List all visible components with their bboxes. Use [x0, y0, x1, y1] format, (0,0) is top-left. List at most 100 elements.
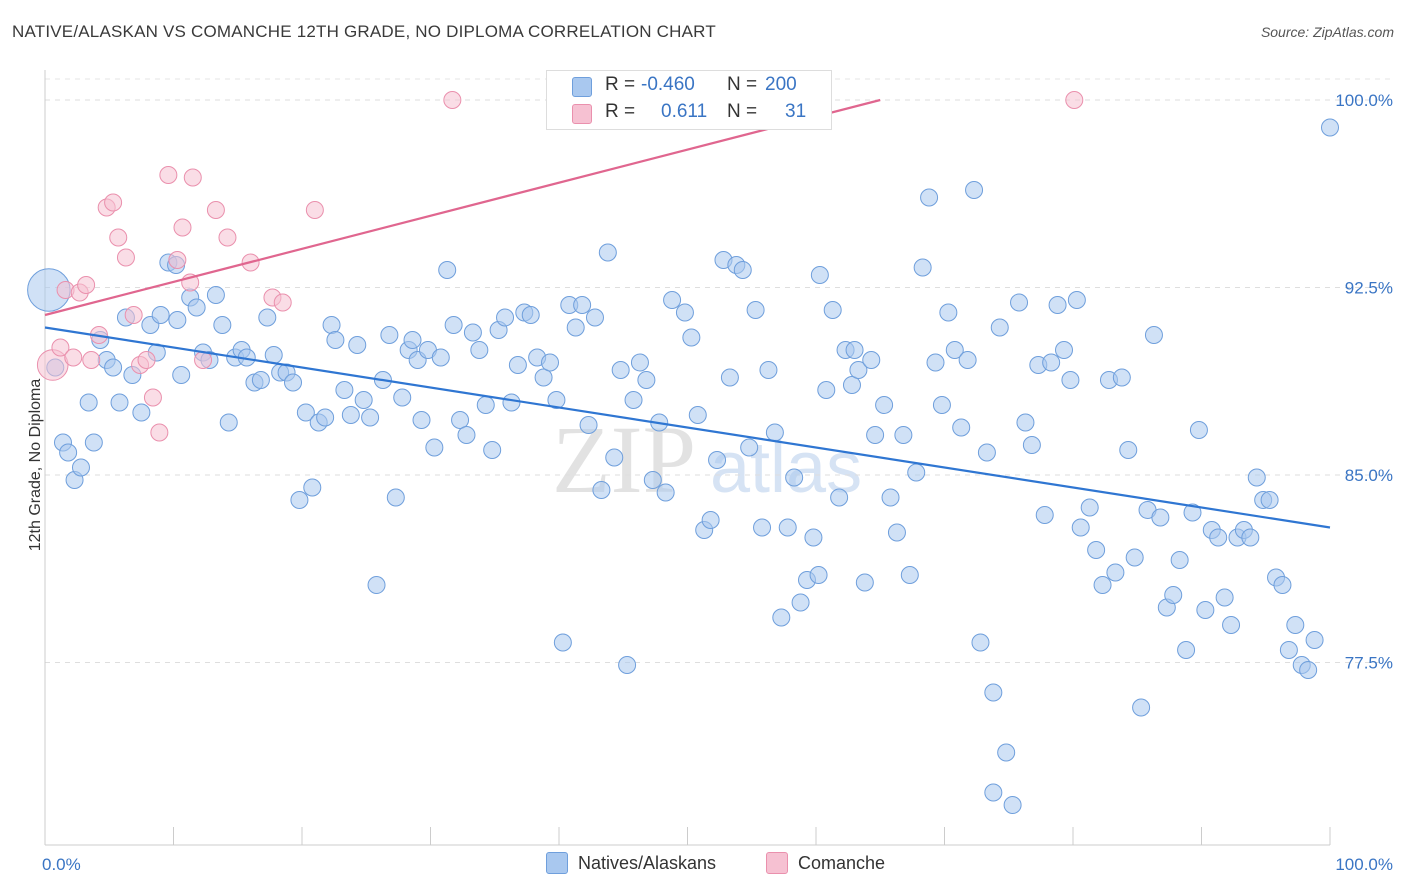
native-point	[132, 403, 151, 422]
native-point	[380, 326, 399, 344]
native-point	[1071, 518, 1090, 537]
native-point	[431, 348, 450, 367]
comanche-point	[1065, 91, 1084, 109]
native-point	[913, 258, 932, 277]
comanche-point	[104, 193, 123, 212]
native-point	[172, 366, 191, 384]
native-point	[1151, 508, 1170, 527]
native-point	[1170, 551, 1189, 569]
native-point	[887, 523, 906, 542]
native-point	[849, 361, 868, 379]
native-point	[952, 418, 971, 437]
native-point	[778, 518, 797, 537]
native-point	[945, 341, 964, 359]
native-point	[1215, 588, 1234, 607]
native-point	[688, 406, 707, 424]
native-point	[213, 316, 232, 334]
comanche-point	[168, 251, 187, 269]
native-point	[965, 181, 984, 199]
native-point	[1125, 548, 1144, 567]
native-point	[1286, 616, 1305, 634]
legend-r-value-comanche: 0.611	[661, 101, 708, 122]
native-point	[637, 371, 656, 389]
comanche-trend-line	[44, 98, 881, 317]
native-point	[701, 511, 720, 529]
chart-title: NATIVE/ALASKAN VS COMANCHE 12TH GRADE, N…	[12, 22, 716, 41]
legend-n-value-comanche: 31	[785, 101, 807, 122]
comanche-point	[173, 218, 192, 237]
native-point	[708, 451, 727, 469]
source-credit: Source: ZipAtlas.com	[1260, 24, 1394, 40]
native-point	[354, 391, 373, 409]
native-point	[508, 356, 527, 374]
bottom-legend-comanche: Comanche	[766, 852, 885, 874]
native-point	[521, 306, 540, 324]
comanche-point	[109, 228, 128, 247]
native-point	[1132, 698, 1151, 717]
native-point	[1067, 291, 1086, 309]
native-point	[1247, 468, 1266, 487]
native-point	[1119, 441, 1138, 459]
bottom-legend-natives: Natives/Alaskans	[546, 852, 716, 874]
native-point	[663, 291, 682, 309]
native-point	[842, 376, 861, 394]
native-point	[219, 413, 238, 432]
native-point	[920, 188, 939, 207]
native-point	[1299, 661, 1318, 679]
native-point	[810, 266, 829, 284]
comanche-point	[116, 248, 135, 267]
native-point	[1080, 498, 1099, 517]
native-point	[791, 593, 810, 612]
native-point	[1260, 491, 1279, 509]
native-point	[326, 331, 345, 349]
native-point	[258, 308, 277, 327]
x-tick-label: 0.0%	[42, 855, 81, 874]
native-point	[553, 633, 572, 652]
native-point	[1305, 631, 1324, 649]
native-point	[303, 478, 322, 497]
native-point	[1055, 341, 1074, 359]
native-point	[168, 311, 187, 329]
native-point	[1093, 576, 1112, 594]
native-point	[971, 633, 990, 652]
native-point	[977, 443, 996, 462]
native-point	[1273, 576, 1292, 594]
native-point	[598, 243, 617, 262]
axes	[44, 70, 1331, 846]
native-point	[1087, 541, 1106, 559]
legend-r-value-natives: -0.460	[641, 74, 695, 95]
native-point	[984, 683, 1003, 702]
native-point	[412, 411, 431, 429]
native-point	[316, 408, 335, 427]
comanche-point	[150, 423, 169, 442]
native-point	[579, 416, 598, 434]
native-point	[547, 391, 566, 409]
native-point	[348, 336, 367, 354]
legend-r-label: R =	[605, 74, 636, 95]
native-point	[1003, 796, 1022, 814]
legend-n-value-natives: 200	[765, 74, 797, 95]
native-point	[733, 261, 752, 279]
natives-trend-line	[44, 326, 1331, 529]
native-point	[264, 346, 283, 364]
y-tick-label: 77.5%	[1345, 654, 1393, 673]
native-point	[367, 576, 386, 594]
comanche-point	[51, 338, 70, 357]
bottom-legend-swatch-natives	[546, 852, 568, 874]
native-point	[251, 371, 270, 389]
native-point	[1189, 421, 1208, 439]
native-point	[881, 488, 900, 507]
native-point	[476, 396, 495, 414]
comanche-point	[137, 351, 156, 369]
native-point	[1022, 436, 1041, 454]
native-point	[772, 608, 791, 627]
native-point	[605, 448, 624, 467]
native-point	[866, 426, 885, 444]
native-point	[341, 406, 360, 424]
native-point	[855, 573, 874, 592]
legend-swatch-natives	[572, 77, 592, 97]
native-point	[630, 353, 649, 372]
native-point	[809, 566, 828, 584]
correlation-legend: R = -0.460 N = 200 R = 0.611 N = 31	[546, 70, 832, 130]
